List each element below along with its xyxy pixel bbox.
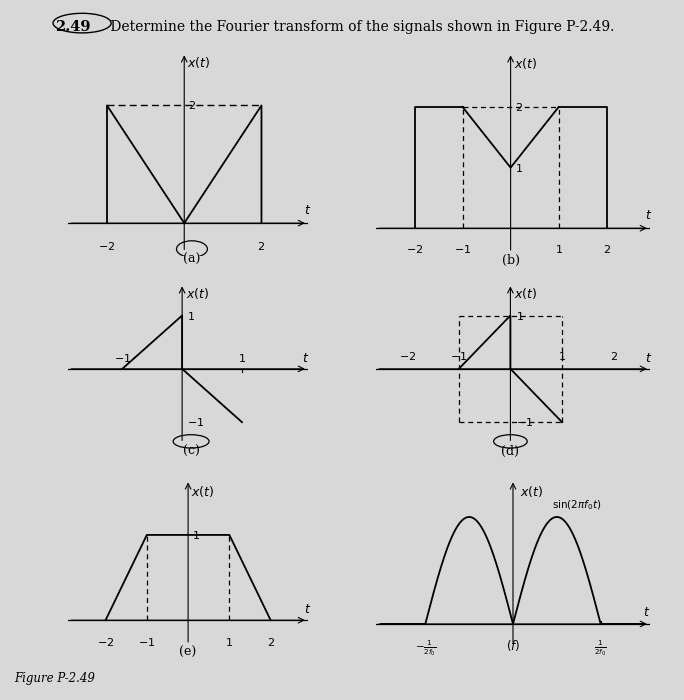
Text: $1$: $1$ [238,351,246,363]
Text: $2$: $2$ [188,99,196,111]
Text: $-1$: $-1$ [138,636,155,648]
Text: Determine the Fourier transform of the signals shown in Figure P-2.49.: Determine the Fourier transform of the s… [106,20,614,34]
Text: $t$: $t$ [302,352,309,365]
Text: $x(t)$: $x(t)$ [514,55,538,71]
Text: $x(t)$: $x(t)$ [187,55,211,71]
Text: $-1$: $-1$ [454,244,471,256]
Text: $2$: $2$ [603,244,611,256]
Text: $-\frac{1}{2f_0}$: $-\frac{1}{2f_0}$ [415,638,436,657]
Text: $t$: $t$ [304,204,311,217]
Text: (b): (b) [501,253,520,267]
Text: $1$: $1$ [226,636,233,648]
Text: $1$: $1$ [516,309,523,321]
Text: (a): (a) [183,253,200,265]
Text: $x(t)$: $x(t)$ [514,286,538,301]
Text: $\sin(2\pi f_0 t)$: $\sin(2\pi f_0 t)$ [551,498,601,512]
Text: $-2$: $-2$ [98,239,116,251]
Text: $2$: $2$ [257,239,265,251]
Text: $x(t)$: $x(t)$ [185,286,209,301]
Text: $1$: $1$ [187,309,195,321]
Text: $x(t)$: $x(t)$ [520,484,543,499]
Text: $1$: $1$ [516,162,523,174]
Text: $2$: $2$ [516,101,523,113]
Text: $2$: $2$ [609,351,618,363]
Text: Figure P-2.49: Figure P-2.49 [14,671,94,685]
Text: $-1$: $-1$ [516,416,533,428]
Text: $1$: $1$ [558,351,566,363]
Text: $(f)$: $(f)$ [506,638,520,653]
Text: $t$: $t$ [645,209,653,222]
Text: (e): (e) [179,646,197,659]
Text: $-2$: $-2$ [399,351,416,363]
Text: $1$: $1$ [555,244,562,256]
Text: $-1$: $-1$ [187,416,205,428]
Text: $\frac{1}{2f_0}$: $\frac{1}{2f_0}$ [594,638,607,657]
Text: 2.49: 2.49 [55,20,90,34]
Text: $-1$: $-1$ [114,351,131,363]
Text: $1$: $1$ [192,529,200,541]
Text: $-2$: $-2$ [97,636,114,648]
Text: $-2$: $-2$ [406,244,423,256]
Text: $t$: $t$ [643,606,650,619]
Text: $x(t)$: $x(t)$ [191,484,214,499]
Text: $2$: $2$ [267,636,275,648]
Text: $t$: $t$ [644,352,652,365]
Text: (d): (d) [501,444,519,458]
Text: (c): (c) [183,444,200,458]
Text: $t$: $t$ [304,603,311,616]
Text: $-1$: $-1$ [450,351,467,363]
